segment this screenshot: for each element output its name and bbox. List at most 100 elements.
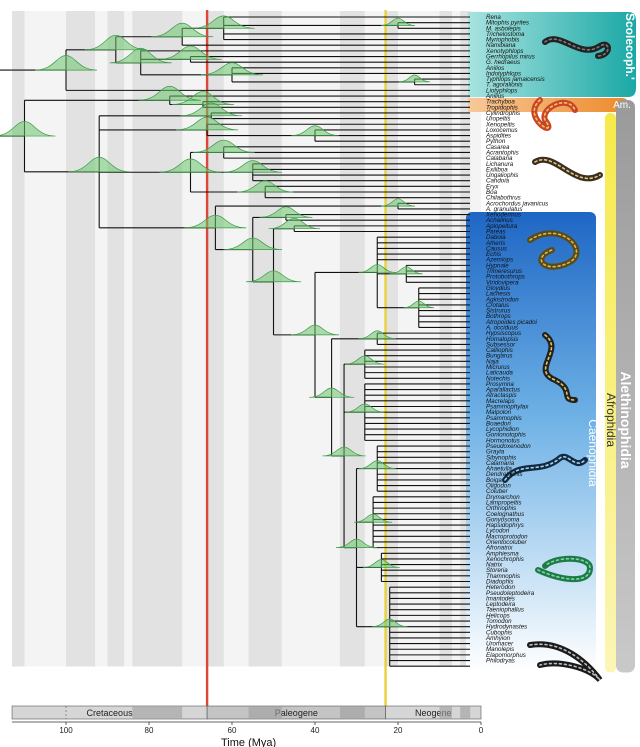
taxon-label: Exiliboa [486, 166, 508, 173]
taxon-label: Xenochrophis [485, 556, 524, 563]
rattlesnake-pattern [544, 334, 576, 401]
amerophidia-label: Am. [613, 100, 631, 111]
taxon-label: Boa [486, 189, 498, 196]
taxon-label: Uropeltis [486, 116, 510, 123]
taxon-label: Imantodes [486, 595, 515, 602]
taxon-label: Amhyion [485, 635, 511, 642]
node-density [0, 121, 56, 137]
axis-title: Time (Mya) [221, 737, 276, 747]
taxon-label: Liotyphlops [486, 87, 517, 94]
afrophidia-bar [605, 113, 616, 673]
period-box [385, 705, 482, 720]
taxon-label: Coluber [486, 488, 509, 495]
taxon-label: Lycophidion [486, 426, 519, 433]
taxon-label: Aspidites [485, 133, 511, 140]
taxon-label: Viridovipera [486, 279, 519, 286]
taxon-label: Malpolon [486, 409, 512, 416]
taxon-label: Hapsidophrys [486, 522, 524, 529]
node-density [159, 45, 222, 60]
taxon-label: Ahaetulla [485, 466, 512, 473]
taxon-label: Lachesis [486, 291, 510, 298]
taxon-label: Naja [486, 358, 499, 365]
node-density [223, 237, 283, 250]
node-density [380, 17, 416, 26]
coral-snake-pattern [533, 99, 576, 129]
time-band [207, 11, 224, 667]
taxon-label: Python [486, 138, 506, 145]
node-density [380, 198, 416, 207]
taxon-label: Hormonotus [486, 437, 520, 444]
node-density [290, 324, 340, 336]
node-density [84, 34, 147, 51]
taxon-label: Gloydius [486, 285, 510, 292]
taxon-label: Lampropeltis [486, 499, 521, 506]
taxon-label: Amphiesma [485, 550, 519, 557]
taxon-label: Manolepis [486, 646, 514, 653]
node-density [245, 270, 302, 283]
node-density [344, 403, 385, 413]
node-density [138, 85, 201, 101]
taxon-label: Azemiops [485, 257, 513, 264]
time-axis: 100 80 60 40 20 0 Time (Mya) [12, 721, 484, 747]
taxon-label: Elapomorphus [486, 652, 526, 659]
taxon-label: Trimeresurus [486, 268, 522, 275]
taxon-label: Aplopeltura [485, 223, 518, 230]
taxon-label: Boiga [486, 477, 502, 484]
taxon-label: Aparallactus [485, 387, 520, 394]
node-density [192, 15, 255, 29]
taxon-label: Lichanura [486, 161, 514, 168]
taxon-label: Dendrelaphis [486, 471, 522, 478]
node-density [389, 266, 423, 275]
taxon-label: Anilius [485, 93, 504, 100]
taxon-label: Protobothrops [486, 274, 525, 281]
axis-tick-label: 100 [59, 726, 73, 735]
epoch-block [439, 706, 452, 719]
blind-snake-pattern [544, 38, 609, 57]
taxon-label: Hypsiscopus [486, 330, 521, 337]
taxon-label: Subsessor [486, 341, 516, 348]
taxon-label: Homalopsis [486, 336, 518, 343]
taxon-label: Sistrurus [486, 308, 510, 315]
time-band [12, 11, 25, 667]
taxon-label: Coelognathus [486, 511, 524, 518]
taxon-label: Mitophis pyrites [486, 20, 529, 27]
taxon-label: M. asbolepis [486, 25, 521, 32]
taxon-label: Cubophis [486, 629, 512, 636]
node-density [358, 330, 397, 340]
taxon-label: Crotalus [486, 302, 509, 309]
period-label: Cretaceous [87, 708, 134, 718]
taxon-label: Lycodon [486, 528, 510, 535]
taxon-label: Thamnophis [486, 573, 520, 580]
node-density [308, 387, 355, 398]
taxon-label: Macrelaps [486, 398, 515, 405]
taxon-label: Orientocoluber [486, 539, 528, 546]
taxon-label: Orthriophis [486, 505, 516, 512]
taxon-label: Typhlops jamaicensis [486, 76, 545, 83]
node-density [358, 460, 397, 469]
node-density [398, 74, 431, 83]
node-density [371, 618, 408, 628]
taxon-label: Echis [486, 251, 501, 258]
taxon-label: Grayia [486, 449, 505, 456]
taxon-label: Tropidophis [486, 104, 518, 111]
time-band [132, 11, 183, 667]
taxon-label: Afronatrix [485, 545, 513, 552]
taxon-label: Daboia [486, 234, 506, 241]
taxon-label: Sibynophis [486, 454, 516, 461]
node-density [180, 102, 243, 117]
taxon-label: Atropoides picadoi [485, 319, 538, 326]
taxon-label: Calabaria [486, 155, 513, 162]
time-band [248, 11, 282, 667]
node-density [192, 139, 255, 153]
node-density [171, 91, 234, 105]
taxon-label: Causus [486, 245, 507, 252]
node-density [335, 538, 378, 548]
node-density [223, 160, 283, 173]
snake-illustrations [502, 36, 611, 683]
node-density [353, 513, 393, 523]
node-density [403, 300, 435, 309]
node-density [268, 217, 321, 230]
